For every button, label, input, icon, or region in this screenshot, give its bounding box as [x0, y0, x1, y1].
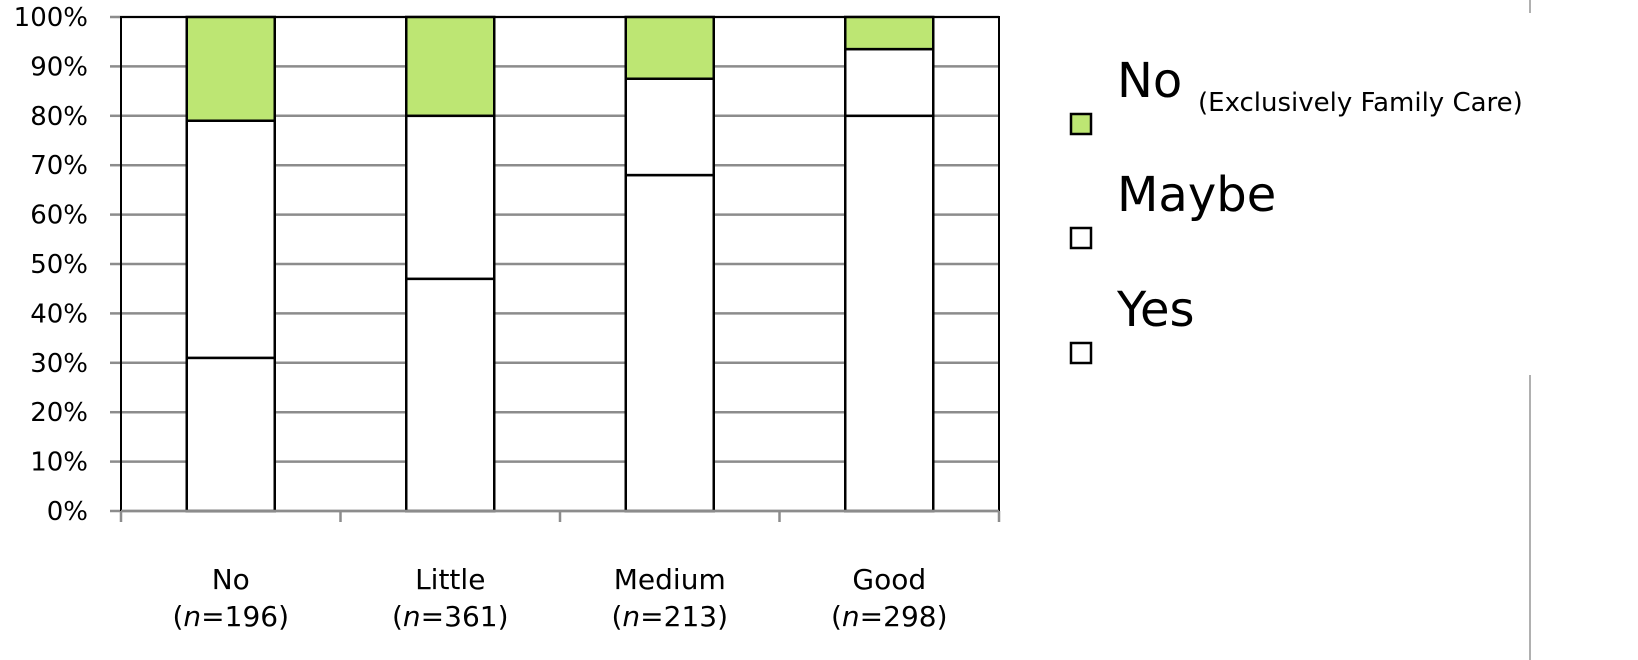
- y-tick-label: 0%: [47, 497, 88, 527]
- bar-segment-maybe: [405, 114, 496, 281]
- bar-segment-yes: [624, 173, 715, 513]
- y-tick-label: 100%: [14, 3, 88, 33]
- x-category-label: Medium: [614, 563, 726, 596]
- y-tick-label: 40%: [30, 299, 88, 329]
- bar-segment-maybe: [844, 47, 935, 118]
- y-tick-label: 80%: [30, 102, 88, 132]
- x-category-label: Good: [852, 563, 926, 596]
- x-category-labels: No (n=196) Little (n=361) Medium (n=213) Good (…: [172, 563, 947, 633]
- x-category-n-label: (n=213): [611, 600, 728, 633]
- legend-label-no: No: [1117, 53, 1182, 109]
- x-category-n-label: (n=196): [172, 600, 289, 633]
- y-tick-label: 30%: [30, 349, 88, 379]
- y-tick-label: 90%: [30, 52, 88, 82]
- y-tick-label: 50%: [30, 250, 88, 280]
- legend-swatch-yes: [1069, 341, 1093, 365]
- legend: No (Exclusively Family Care) Maybe Yes: [1069, 53, 1523, 365]
- legend-label-yes: Yes: [1116, 282, 1194, 338]
- x-category-n-label: (n=361): [392, 600, 509, 633]
- legend-swatch-no: [1069, 112, 1093, 136]
- y-tick-label: 60%: [30, 201, 88, 231]
- legend-label-maybe: Maybe: [1117, 167, 1276, 223]
- bars: [185, 15, 935, 513]
- x-category-n-label: (n=298): [831, 600, 948, 633]
- bar-segment-no: [405, 15, 496, 118]
- bar-segment-yes: [405, 277, 496, 513]
- bar-segment-yes: [844, 114, 935, 513]
- bar-segment-yes: [185, 356, 276, 513]
- y-tick-labels: 0% 10% 20% 30% 40% 50% 60% 70% 80% 90% 100%: [14, 3, 88, 527]
- legend-swatch-maybe: [1069, 226, 1093, 250]
- x-category-label: No: [212, 563, 250, 596]
- bar-segment-no: [185, 15, 276, 122]
- bar-segment-maybe: [185, 119, 276, 360]
- y-tick-label: 20%: [30, 398, 88, 428]
- y-tick-label: 10%: [30, 448, 88, 478]
- legend-note-no: (Exclusively Family Care): [1198, 88, 1523, 118]
- bar-segment-no: [844, 15, 935, 51]
- x-category-label: Little: [415, 563, 485, 596]
- bar-segment-maybe: [624, 77, 715, 177]
- axes: [110, 15, 1001, 522]
- bar-segment-no: [624, 15, 715, 80]
- y-tick-label: 70%: [30, 151, 88, 181]
